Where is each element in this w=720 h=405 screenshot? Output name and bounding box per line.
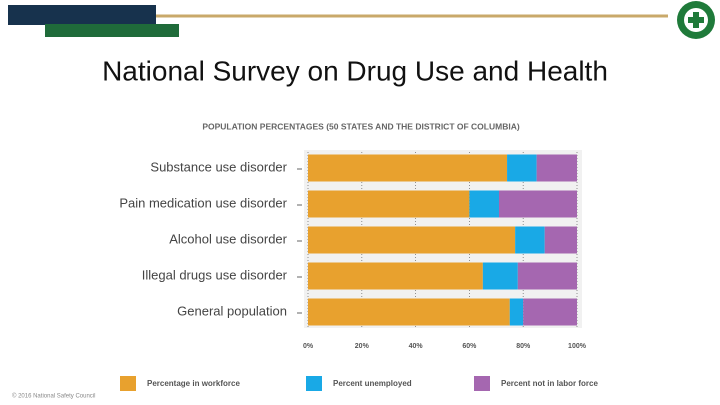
bar-segment [517, 262, 577, 290]
bar-segment [482, 262, 518, 290]
legend-swatch [120, 376, 136, 391]
x-tick-label: 100% [568, 343, 587, 350]
legend-label: Percent not in labor force [501, 379, 598, 388]
bar-segment [523, 298, 577, 326]
bar-segment [308, 226, 516, 254]
y-tick-label: Pain medication use disorder [119, 195, 287, 210]
y-tick-label: General population [177, 303, 287, 318]
x-tick-label: 80% [516, 343, 531, 350]
y-tick-label: Illegal drugs use disorder [142, 267, 288, 282]
chart-title: POPULATION PERCENTAGES (50 STATES AND TH… [202, 121, 520, 131]
logo-cross [688, 12, 704, 28]
legend-label: Percent unemployed [333, 379, 412, 388]
header-bar [8, 5, 156, 25]
slide-title: National Survey on Drug Use and Health [102, 55, 608, 86]
legend-swatch [474, 376, 490, 391]
legend-swatch [306, 376, 322, 391]
y-tick-label: Alcohol use disorder [169, 231, 287, 246]
bar-segment [544, 226, 577, 254]
header-accent [45, 24, 179, 37]
y-tick-label: Substance use disorder [150, 159, 287, 174]
logo [677, 1, 715, 39]
bar-segment [308, 154, 508, 182]
legend-label: Percentage in workforce [147, 379, 240, 388]
bar-segment [498, 190, 577, 218]
x-tick-label: 60% [462, 343, 477, 350]
bar-segment [308, 262, 483, 290]
x-tick-label: 20% [355, 343, 370, 350]
x-tick-label: 40% [409, 343, 424, 350]
footer: © 2016 National Safety Council [12, 393, 95, 400]
bar-segment [308, 190, 470, 218]
bar-segment [469, 190, 499, 218]
bar-segment [515, 226, 545, 254]
x-tick-label: 0% [303, 343, 314, 350]
bar-segment [507, 154, 537, 182]
bar-segment [308, 298, 510, 326]
bar-segment [536, 154, 577, 182]
bar-segment [509, 298, 524, 326]
